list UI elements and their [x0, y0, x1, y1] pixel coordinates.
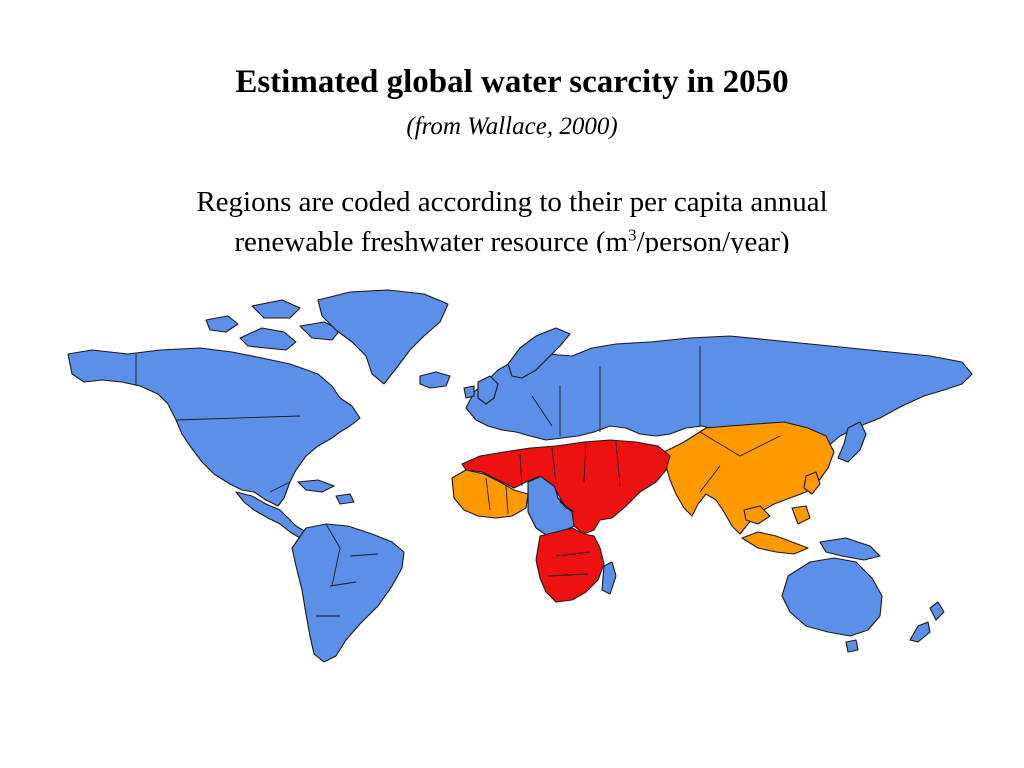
british-isles: [463, 375, 499, 405]
description-line-2-post: /person/year): [636, 226, 790, 253]
indonesia-orange: [741, 505, 811, 555]
japan: [837, 421, 867, 463]
southern-africa-red: [535, 527, 605, 603]
blue-regions: [67, 289, 973, 663]
west-africa-orange: [451, 469, 529, 519]
greenland: [317, 289, 449, 385]
canadian-arctic-islands: [205, 299, 341, 351]
new-zealand: [909, 601, 945, 643]
country-borders: [135, 346, 781, 617]
tasmania: [845, 639, 859, 653]
description-line-2: renewable freshwater resource (m3/person…: [0, 222, 1024, 253]
description-line-1: Regions are coded according to their per…: [196, 186, 828, 218]
description-line-2-pre: renewable freshwater resource (m: [234, 226, 629, 253]
philippines-orange: [803, 471, 821, 495]
australia: [781, 557, 883, 637]
world-map: [67, 289, 973, 663]
orange-regions: [451, 421, 835, 555]
scandinavia: [507, 327, 571, 379]
slide-subtitle: (from Wallace, 2000): [406, 113, 618, 140]
description-superscript: 3: [628, 225, 637, 245]
description-block: Regions are coded according to their per…: [0, 182, 1024, 253]
new-guinea: [819, 537, 881, 561]
iceland: [419, 371, 451, 389]
madagascar: [601, 561, 617, 595]
caribbean: [297, 479, 355, 505]
slide-title: Estimated global water scarcity in 2050: [235, 64, 789, 100]
south-america: [291, 523, 405, 663]
south-east-asia-orange: [663, 421, 835, 535]
